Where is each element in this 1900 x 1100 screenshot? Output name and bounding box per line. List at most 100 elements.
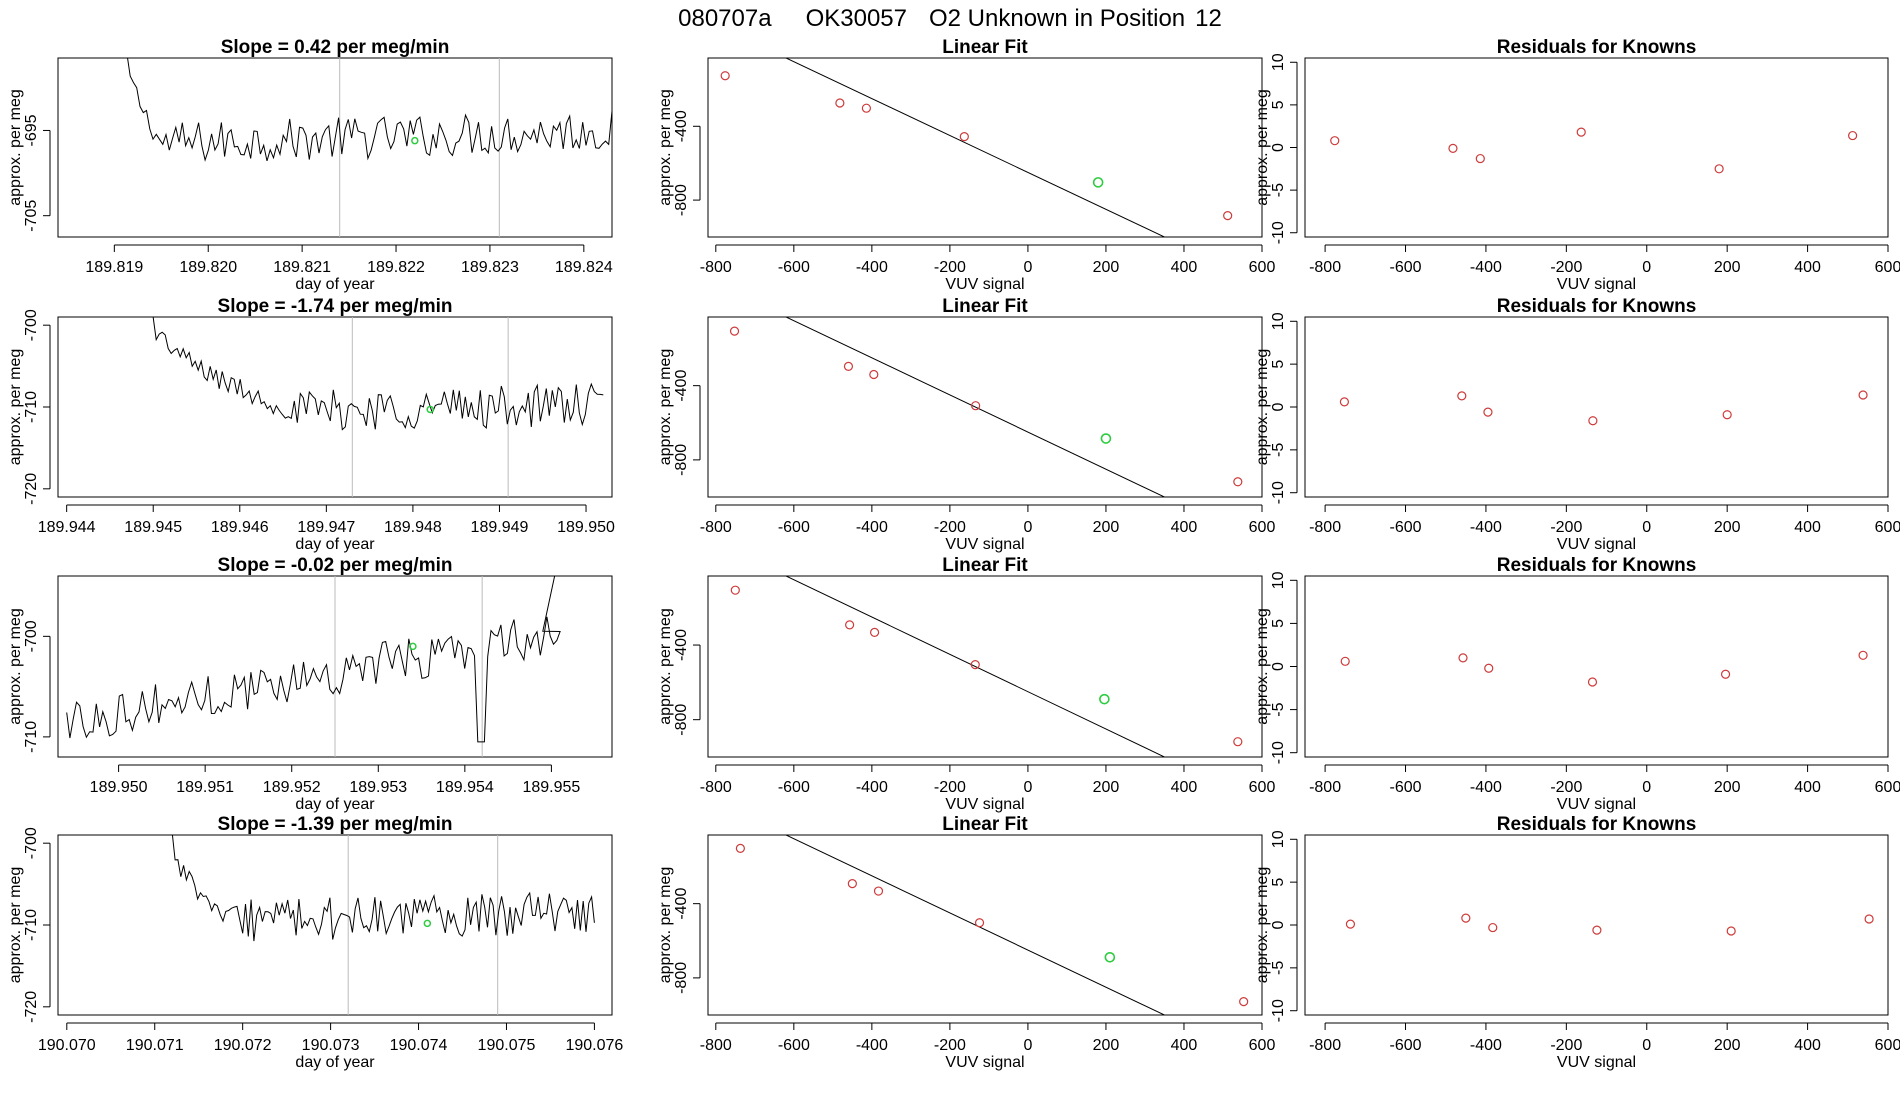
x-axis-title: day of year bbox=[295, 536, 375, 553]
plot-area bbox=[152, 317, 604, 497]
y-tick-label: -710 bbox=[23, 909, 40, 941]
x-tick-label: 189.952 bbox=[263, 779, 321, 796]
x-tick-label: 600 bbox=[1249, 1037, 1276, 1054]
x-tick-label: 600 bbox=[1249, 779, 1276, 796]
x-axis: -800 -600 -400 -200 0 200 400 600 bbox=[1309, 764, 1900, 796]
x-tick-label: -600 bbox=[1390, 259, 1422, 276]
figure-title-run: 080707a bbox=[678, 5, 772, 32]
y-tick-label: -5 bbox=[1270, 702, 1287, 716]
x-tick-label: 190.071 bbox=[126, 1037, 184, 1054]
x-tick-label: 200 bbox=[1714, 1037, 1741, 1054]
unknown-point bbox=[1100, 433, 1112, 444]
x-tick-label: -600 bbox=[778, 1037, 810, 1054]
y-tick-label: 0 bbox=[1270, 662, 1287, 671]
x-tick-label: -800 bbox=[700, 519, 732, 536]
y-tick-label: -5 bbox=[1270, 961, 1287, 975]
slope-title-value: -1.74 bbox=[291, 296, 335, 317]
y-axis-title: approx. per meg bbox=[7, 89, 24, 206]
y-axis: 10 5 0 -5 -10 bbox=[1270, 571, 1298, 764]
y-tick-label: -720 bbox=[23, 473, 40, 505]
slope-title-unit: per meg/min bbox=[334, 296, 452, 317]
x-tick-label: 400 bbox=[1171, 779, 1198, 796]
x-tick-label: -800 bbox=[1309, 1037, 1341, 1054]
x-axis-title: day of year bbox=[295, 796, 375, 813]
x-tick-label: 189.949 bbox=[471, 519, 529, 536]
fit-line bbox=[784, 317, 1166, 497]
x-axis: -800 -600 -400 -200 0 200 400 600 bbox=[700, 504, 1275, 536]
x-tick-label: 189.820 bbox=[179, 259, 237, 276]
known-point bbox=[835, 98, 845, 108]
x-tick-label: 189.821 bbox=[273, 259, 331, 276]
x-tick-label: -400 bbox=[856, 519, 888, 536]
panel-title: Linear Fit bbox=[942, 296, 1028, 317]
y-axis-title: approx. per meg bbox=[657, 349, 674, 466]
x-tick-label: 0 bbox=[1023, 1037, 1032, 1054]
known-point bbox=[1722, 410, 1732, 420]
known-point bbox=[1720, 669, 1731, 679]
y-tick-label: -10 bbox=[1270, 741, 1287, 764]
known-point bbox=[1858, 650, 1868, 660]
panel-r4-c2: Linear Fit -800 -600 -400 -200 0 200 400 600 VUV … bbox=[657, 814, 1276, 1071]
y-axis-title: approx. per meg bbox=[657, 89, 674, 206]
panel-r2-c3: Residuals for Knowns -800 -600 -400 -200 0 200… bbox=[1254, 296, 1900, 553]
x-tick-label: 189.954 bbox=[436, 779, 494, 796]
x-tick-label: -400 bbox=[856, 779, 888, 796]
panel-r1-c2: Linear Fit -800 -600 -400 -200 0 200 400 600 VUV … bbox=[657, 37, 1275, 293]
known-point bbox=[1457, 391, 1467, 401]
x-tick-label: -200 bbox=[934, 259, 966, 276]
x-tick-label: 189.950 bbox=[557, 519, 615, 536]
x-tick-label: -800 bbox=[1309, 519, 1341, 536]
known-point bbox=[847, 879, 857, 889]
x-tick-label: 189.955 bbox=[522, 779, 580, 796]
x-axis: -800 -600 -400 -200 0 200 400 600 bbox=[1309, 1022, 1900, 1054]
panel-title: Residuals for Knowns bbox=[1497, 37, 1697, 58]
plot-area bbox=[1345, 913, 1874, 936]
known-point bbox=[845, 620, 855, 630]
series-line bbox=[152, 317, 604, 431]
y-axis-title: approx. per meg bbox=[657, 867, 674, 984]
known-point bbox=[720, 71, 730, 81]
y-tick-label: -720 bbox=[23, 991, 40, 1023]
figure-title: 080707a OK30057 O2 Unknown in Position 12 bbox=[678, 5, 1222, 32]
known-point bbox=[1848, 130, 1858, 141]
y-tick-label: -710 bbox=[23, 391, 40, 423]
x-tick-label: 200 bbox=[1714, 779, 1741, 796]
plot-area bbox=[1339, 390, 1868, 426]
unknown-point-marker bbox=[411, 136, 419, 145]
y-tick-label: -5 bbox=[1270, 443, 1287, 457]
x-tick-label: -200 bbox=[1550, 779, 1582, 796]
x-tick-label: 200 bbox=[1093, 1037, 1120, 1054]
y-tick-label: 10 bbox=[1270, 53, 1287, 71]
x-tick-label: 189.945 bbox=[124, 519, 182, 536]
slope-title-unit: per meg/min bbox=[334, 555, 452, 576]
x-axis-title: day of year bbox=[295, 1054, 375, 1071]
plot-area bbox=[127, 58, 612, 237]
unknown-point-marker bbox=[426, 405, 434, 414]
y-tick-label: -400 bbox=[673, 110, 690, 142]
unknown-point bbox=[1099, 693, 1110, 705]
x-tick-label: -600 bbox=[1390, 1037, 1422, 1054]
x-tick-label: 400 bbox=[1171, 1037, 1198, 1054]
y-axis: -700 -710 bbox=[23, 620, 51, 753]
x-tick-label: 189.947 bbox=[297, 519, 355, 536]
fit-line bbox=[784, 576, 1166, 757]
panel-r4-c3: Residuals for Knowns -800 -600 -400 -200 0 200… bbox=[1254, 814, 1900, 1071]
x-tick-label: -800 bbox=[700, 779, 732, 796]
known-point bbox=[1330, 136, 1340, 146]
x-tick-label: -600 bbox=[778, 519, 810, 536]
x-axis-title: VUV signal bbox=[945, 276, 1024, 293]
x-tick-label: 200 bbox=[1093, 259, 1120, 276]
plot-frame bbox=[57, 57, 613, 238]
x-tick-label: -600 bbox=[778, 779, 810, 796]
y-tick-label: -10 bbox=[1270, 481, 1287, 504]
slope-title-value: 0.42 bbox=[294, 37, 331, 58]
x-axis: 189.944 189.945 189.946 189.947 189.948 189.9… bbox=[38, 504, 615, 536]
x-tick-label: -200 bbox=[934, 1037, 966, 1054]
known-point bbox=[843, 361, 854, 371]
y-tick-label: -400 bbox=[673, 629, 690, 661]
known-point bbox=[1233, 737, 1243, 747]
x-tick-label: 189.822 bbox=[367, 259, 425, 276]
